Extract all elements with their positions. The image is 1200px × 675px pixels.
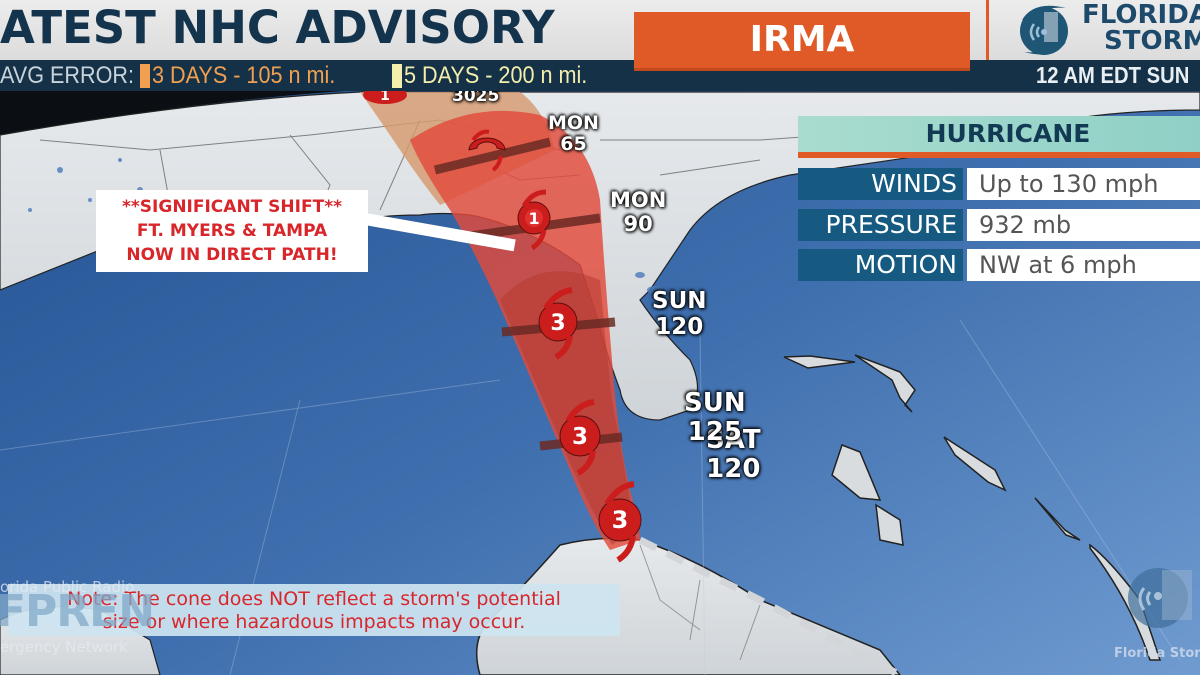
svg-text:3: 3 xyxy=(550,311,565,336)
storm-name-badge: IRMA xyxy=(634,12,970,71)
svg-text:1: 1 xyxy=(380,88,390,104)
forecast-day: SUN xyxy=(684,388,746,418)
forecast-label-2: MON 90 xyxy=(610,190,666,235)
florida-storms-watermark-text: Florida Storm xyxy=(1114,646,1200,661)
callout-line1: **SIGNIFICANT SHIFT** xyxy=(122,197,342,217)
header-divider xyxy=(986,0,989,60)
forecast-wind: 65 xyxy=(560,133,587,155)
forecast-day: SAT xyxy=(706,425,761,455)
pressure-label: PRESSURE xyxy=(798,209,963,241)
header-top xyxy=(0,0,1200,60)
winds-label: WINDS xyxy=(798,168,963,200)
category-band xyxy=(798,116,1200,152)
forecast-day: MON xyxy=(610,188,667,212)
forecast-day: SUN xyxy=(652,288,707,314)
pressure-value: 932 mb xyxy=(967,209,1200,241)
storm-name: IRMA xyxy=(749,19,855,60)
florida-storms-logo-icon xyxy=(1014,2,1074,58)
forecast-label-1: MON 65 xyxy=(548,114,599,154)
forecast-wind: 125 xyxy=(687,417,742,447)
note-line2: size or where hazardous impacts may occu… xyxy=(102,611,526,633)
cone-disclaimer: Note: The cone does NOT reflect a storm'… xyxy=(8,584,620,636)
forecast-wind: 120 xyxy=(655,314,704,340)
forecast-day: MON xyxy=(548,112,599,134)
svg-text:3: 3 xyxy=(572,424,588,450)
forecast-wind: 90 xyxy=(623,212,653,236)
winds-value: Up to 130 mph xyxy=(967,168,1200,200)
fpren-watermark-bottom: ergency Network xyxy=(0,638,128,656)
forecast-label-4: SUN 125 xyxy=(684,390,746,445)
swatch-5day xyxy=(392,64,402,88)
motion-label: MOTION xyxy=(798,249,963,281)
error-3day: 3 DAYS - 105 n mi. xyxy=(152,62,336,89)
avg-error-label: AVG ERROR: xyxy=(0,62,135,89)
storm-category: HURRICANE xyxy=(925,119,1091,148)
callout-line2: FT. MYERS & TAMPA xyxy=(136,221,328,241)
forecast-label-0: 3025 xyxy=(452,88,499,105)
svg-text:1: 1 xyxy=(528,209,539,228)
swatch-3day xyxy=(140,64,150,88)
page-title: ATEST NHC ADVISORY xyxy=(0,1,555,54)
fpren-watermark-logo: FPREN xyxy=(0,586,155,637)
note-line1: Note: The cone does NOT reflect a storm'… xyxy=(67,588,561,610)
storm-icons: 1 1 3 3 3 xyxy=(363,86,642,563)
florida-storms-watermark-icon xyxy=(1122,562,1198,632)
forecast-label-3: SUN 120 xyxy=(652,290,707,339)
forecast-label-5: SAT 120 xyxy=(706,427,761,482)
fpren-watermark-top: orida Public Radio xyxy=(0,578,135,596)
brand-line2: STORM xyxy=(1104,26,1200,56)
advisory-time: 12 AM EDT SUN xyxy=(1036,62,1190,88)
significant-shift-callout: **SIGNIFICANT SHIFT** FT. MYERS & TAMPA … xyxy=(96,190,368,272)
svg-text:3: 3 xyxy=(612,506,629,534)
motion-value: NW at 6 mph xyxy=(967,249,1200,281)
category-underline xyxy=(798,152,1200,158)
forecast-wind: 3025 xyxy=(452,86,500,106)
brand-line1: FLORIDA xyxy=(1082,0,1200,30)
forecast-wind: 120 xyxy=(706,454,761,484)
callout-line3: NOW IN DIRECT PATH! xyxy=(126,245,338,265)
header-bar xyxy=(0,60,1200,91)
error-5day: 5 DAYS - 200 n mi. xyxy=(404,62,588,89)
